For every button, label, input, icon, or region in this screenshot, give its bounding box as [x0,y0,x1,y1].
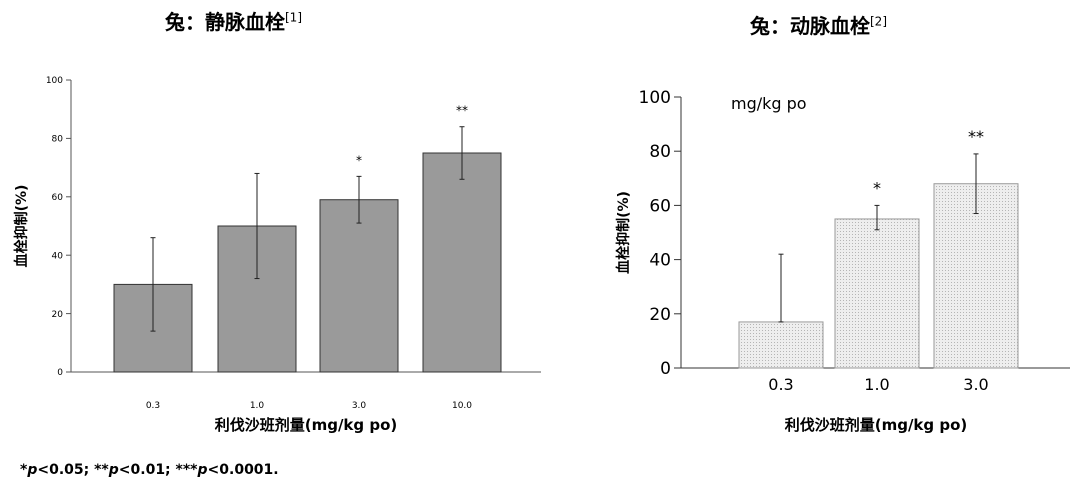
venous-y-tick-label: 0 [57,368,63,378]
arterial-significance-label: * [873,178,881,197]
arterial-bar [834,218,920,369]
footnote-p3: p [197,462,208,478]
venous-y-tick-label: 60 [52,193,64,203]
arterial-category-label: 1.0 [864,375,889,394]
chart-title-venous-text: 兔：静脉血栓 [165,10,285,34]
venous-y-tick-label: 100 [46,76,63,86]
footnote-t2: <0.01; *** [118,462,198,478]
venous-y-axis-label: 血栓抑制(%) [13,185,30,268]
arterial-y-tick-label: 100 [639,88,671,108]
venous-y-tick-label: 40 [52,251,64,261]
arterial-bar [933,183,1019,369]
footnote-p2: p [108,462,119,478]
chart-title-arterial: 兔：动脉血栓[2] [750,10,887,39]
footnote-p1: p [27,462,38,478]
venous-category-label: 0.3 [146,401,160,411]
venous-y-tick-label: 20 [52,310,64,320]
arterial-y-tick-label: 0 [660,359,671,379]
footnote-lead: * [20,462,28,478]
venous-bar [319,199,399,373]
significance-footnote: *p<0.05; **p<0.01; ***p<0.0001. [20,462,279,478]
chart-title-arterial-text: 兔：动脉血栓 [750,14,870,38]
venous-bar [217,225,297,373]
arterial-annotation: mg/kg po [731,94,807,113]
venous-significance-label: ** [456,104,468,118]
venous-category-label: 3.0 [352,401,367,411]
venous-bar [422,152,502,373]
chart-title-venous-ref: [1] [285,10,302,25]
arterial-x-axis-label: 利伐沙班剂量(mg/kg po) [785,416,968,434]
venous-category-label: 1.0 [250,401,265,411]
footnote-t3: <0.0001. [207,462,279,478]
chart-title-venous: 兔：静脉血栓[1] [165,6,302,35]
arterial-bar [738,321,824,369]
venous-category-label: 10.0 [452,401,472,411]
arterial-y-tick-label: 60 [649,196,671,216]
arterial-significance-label: ** [968,127,984,146]
chart-title-arterial-ref: [2] [870,14,887,29]
arterial-y-tick-label: 20 [649,305,671,325]
arterial-category-label: 0.3 [768,375,793,394]
venous-y-tick-label: 80 [52,135,64,145]
arterial-y-tick-label: 80 [649,142,671,162]
venous-significance-label: * [356,153,362,167]
venous-x-axis-label: 利伐沙班剂量(mg/kg po) [215,416,398,434]
arterial-y-tick-label: 40 [649,251,671,271]
arterial-category-label: 3.0 [963,375,988,394]
arterial-y-axis-label: 血栓抑制(%) [615,191,632,274]
footnote-t1: <0.05; ** [37,462,109,478]
